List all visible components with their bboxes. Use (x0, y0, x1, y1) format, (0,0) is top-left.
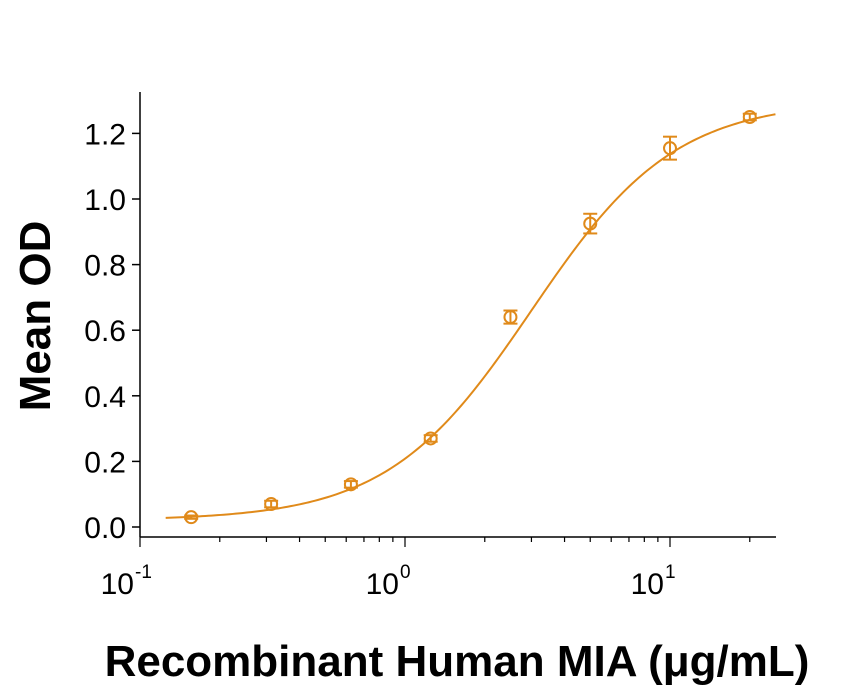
data-point (503, 309, 518, 325)
fit-curve-layer (165, 113, 776, 519)
y-tick-label: 0.6 (84, 315, 126, 348)
data-marker (184, 510, 199, 525)
fit-curve (165, 113, 776, 519)
x-tick-label: 10 0 (366, 562, 411, 601)
data-marker (503, 310, 518, 325)
x-tick-label-exponent: -1 (135, 562, 152, 583)
x-tick-label-base: 10 (101, 568, 134, 601)
y-tick-label: 0.4 (84, 381, 126, 414)
data-marker (264, 497, 279, 512)
x-tick-label-exponent: 1 (665, 562, 676, 583)
data-marker (663, 141, 677, 156)
y-tick-label: 1.2 (84, 118, 126, 151)
data-marker (583, 216, 598, 231)
y-tick-label: 0.2 (84, 446, 126, 479)
data-marker (423, 431, 438, 446)
x-tick-label: 10 1 (631, 562, 676, 601)
data-marker (742, 110, 757, 124)
data-point (663, 135, 677, 161)
x-tick-label-exponent: 0 (400, 562, 411, 583)
y-axis-title: Mean OD (11, 221, 60, 412)
y-tick-label: 0.0 (84, 512, 126, 545)
ticks (132, 132, 751, 547)
y-tick-label: 1.0 (84, 184, 126, 217)
data-point (423, 431, 438, 446)
x-tick-label-base: 10 (366, 568, 399, 601)
tick-labels: 0.00.20.40.60.81.01.210 -1 10 0 10 1 (84, 118, 675, 601)
x-tick-label: 10 -1 (101, 562, 152, 601)
data-point (583, 212, 598, 235)
data-point (264, 497, 279, 512)
y-tick-label: 0.8 (84, 250, 126, 283)
data-point (184, 510, 199, 525)
data-points (184, 110, 757, 525)
x-tick-label-base: 10 (631, 568, 664, 601)
data-point (343, 477, 358, 492)
x-axis-title: Recombinant Human MIA (μg/mL) (105, 637, 810, 686)
axes (139, 92, 776, 538)
data-marker (343, 477, 358, 492)
data-point (742, 110, 757, 124)
